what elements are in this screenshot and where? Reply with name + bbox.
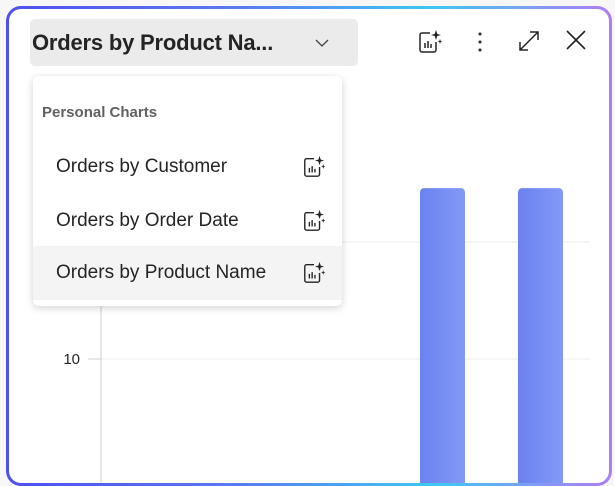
more-options-icon[interactable]	[475, 29, 485, 55]
chart-card: 10 Orders by Product Na... Personal Char…	[9, 9, 609, 483]
copilot-chart-icon[interactable]	[417, 29, 443, 55]
chart-selector-menu: Personal Charts Orders by Customer Order…	[33, 76, 342, 306]
bar-chart: 10	[63, 188, 590, 483]
menu-item-orders-by-product-name[interactable]: Orders by Product Name	[33, 246, 342, 300]
chevron-down-icon	[315, 39, 329, 47]
menu-item-label: Orders by Customer	[56, 156, 228, 177]
menu-item-orders-by-customer[interactable]: Orders by Customer	[33, 140, 342, 194]
menu-item-orders-by-order-date[interactable]: Orders by Order Date	[33, 194, 342, 248]
copilot-chart-icon[interactable]	[302, 209, 326, 233]
bar	[420, 188, 465, 483]
chart-selector-dropdown[interactable]: Orders by Product Na...	[30, 19, 358, 66]
chart-card-border: 10 Orders by Product Na... Personal Char…	[6, 6, 612, 486]
menu-item-label: Orders by Order Date	[56, 210, 239, 231]
copilot-chart-icon[interactable]	[302, 261, 326, 285]
y-tick-label: 10	[63, 351, 80, 368]
copilot-chart-icon[interactable]	[302, 155, 326, 179]
close-icon[interactable]	[565, 29, 587, 51]
menu-section-header: Personal Charts	[42, 104, 158, 121]
expand-icon[interactable]	[517, 29, 541, 53]
menu-item-label: Orders by Product Name	[56, 262, 267, 283]
bar	[518, 188, 563, 483]
chart-title: Orders by Product Na...	[32, 29, 274, 55]
